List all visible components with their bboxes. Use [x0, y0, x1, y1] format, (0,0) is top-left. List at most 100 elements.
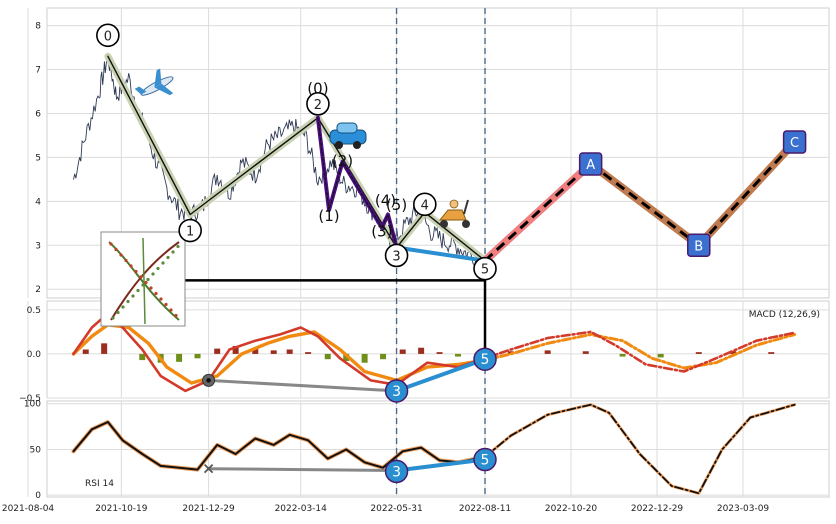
plant-dot: [154, 291, 158, 296]
wave-node-label: 5: [481, 263, 489, 278]
subwave-label: (5): [386, 196, 407, 214]
subwave-label: (2): [332, 152, 353, 170]
macd-histogram-bar: [380, 353, 387, 360]
projection-b-c-dash: [697, 140, 796, 247]
panel-frame-macd: [46, 300, 830, 399]
plant-dot: [169, 308, 173, 312]
plant-dot: [156, 266, 160, 271]
macd-histogram-bar: [270, 350, 277, 354]
wave-node-4: [413, 192, 437, 217]
macd-histogram-bar: [214, 348, 221, 354]
macd-histogram-bar: [305, 352, 312, 354]
macd-histogram-bar: [82, 349, 89, 354]
plant-dot: [139, 275, 143, 279]
plant-dot: [151, 272, 155, 276]
macd-histogram-bar: [343, 353, 350, 361]
macd-histogram-bar: [361, 353, 368, 363]
plant-dot: [109, 242, 113, 246]
plant-dot: [136, 288, 140, 293]
wave-node-5: [473, 256, 497, 281]
rsi-title: RSI 14: [85, 479, 114, 489]
macd-histogram-bar: [324, 353, 331, 360]
airplane-wing-top: [154, 68, 162, 88]
y-tick-label: 8: [35, 22, 41, 32]
y-tick-label: 50: [30, 445, 42, 455]
subwave-label: (3): [371, 222, 392, 240]
macd-histogram-bar: [730, 351, 737, 354]
macd-title: MACD (12,26,9): [749, 310, 820, 320]
x-tick-label: 2022-05-31: [370, 504, 422, 514]
macd-histogram-bar: [232, 345, 239, 354]
plant-dot: [171, 250, 175, 254]
plant-dot: [149, 286, 153, 290]
plant-dot: [121, 305, 125, 309]
x-tick-label: 2022-03-14: [275, 504, 328, 514]
macd-histogram-bar: [454, 353, 461, 357]
x-tick-label: 2021-12-29: [182, 504, 235, 514]
y-tick-label: 4: [35, 197, 41, 207]
y-tick-label: 2: [35, 285, 41, 295]
subwave-label: (1): [318, 207, 339, 225]
y-tick-label: 6: [35, 109, 41, 119]
y-tick-label: 5: [35, 153, 41, 163]
car-wheel-right: [353, 141, 361, 149]
plant-dot: [166, 255, 170, 260]
projection-node-label: C: [790, 136, 799, 151]
scooter-body: [438, 209, 467, 221]
y-tick-label: 3: [35, 241, 41, 251]
wave-node-label: 4: [421, 198, 429, 213]
airplane-wing-bottom: [154, 83, 174, 96]
subwave-label: (0): [307, 80, 328, 98]
wave-node-2: [306, 92, 330, 116]
wave-node-label: 2: [314, 98, 322, 113]
plant-thumbnail: [100, 231, 186, 327]
car-wheel-left: [335, 141, 343, 149]
macd-histogram-bar: [582, 351, 589, 354]
wave-node-label: 3: [392, 249, 400, 264]
x-tick-label: 2023-03-09: [717, 504, 770, 514]
macd-histogram-bar: [418, 347, 425, 354]
macd-histogram-bar: [194, 353, 201, 359]
wave-node-0: [96, 23, 120, 48]
macd-marker-3: [384, 379, 409, 403]
rsi-marker-label: 5: [481, 453, 490, 469]
subwave-label: (4): [375, 192, 396, 210]
car-icon: [329, 122, 367, 149]
rsi-marker-5: [473, 447, 497, 472]
macd-histogram-bar: [399, 349, 406, 354]
macd-histogram-bar: [695, 352, 702, 354]
macd-marker-label: 5: [481, 352, 490, 368]
plant-dot: [159, 297, 163, 301]
projection-node-B: [687, 233, 711, 258]
macd-histogram-bar: [252, 348, 259, 354]
rsi-projection: [484, 403, 796, 495]
macd-gray-trendline: [207, 378, 399, 393]
wave-node-label: 1: [186, 225, 194, 240]
scooter-rider: [449, 199, 459, 209]
plant-dot: [141, 283, 145, 287]
rsi-blue-trendline: [394, 457, 487, 473]
y-tick-label: 0: [35, 491, 41, 501]
plant-dot: [114, 247, 118, 252]
macd-histogram-bar: [657, 353, 664, 358]
projection-node-C: [782, 130, 807, 154]
rsi-marker-label: 3: [392, 464, 401, 480]
macd-histogram-bar: [101, 343, 108, 354]
wave-node-label: 0: [104, 29, 112, 44]
plant-dot: [144, 280, 148, 285]
plant-dot: [176, 244, 180, 249]
plant-dot: [129, 264, 133, 268]
airplane-tail: [134, 86, 147, 95]
plant-dot: [174, 313, 178, 318]
car-cabin: [336, 122, 358, 134]
macd-histogram-bar: [544, 350, 551, 354]
wave-node-1: [178, 218, 202, 243]
rsi-gray-trendline: [207, 467, 399, 472]
y-tick-label: 100: [24, 400, 41, 410]
airplane-icon: [134, 68, 174, 96]
plant-dot: [119, 253, 123, 257]
projection-node-label: A: [586, 158, 595, 173]
wave-node-3: [384, 243, 409, 268]
